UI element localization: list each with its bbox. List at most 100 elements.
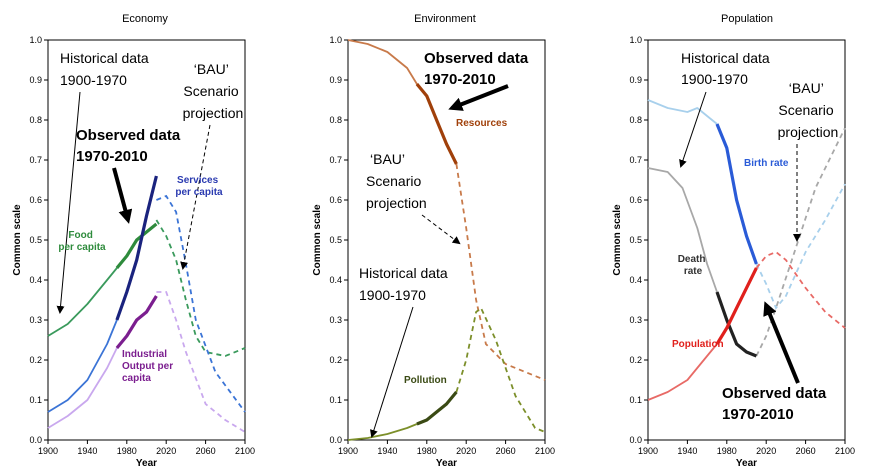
bau-label-economy: ‘BAU’ Scenario projection xyxy=(183,61,244,121)
y-tick-label: 0.2 xyxy=(329,355,342,365)
population-label: Population xyxy=(672,339,724,350)
population-historical-line xyxy=(647,343,718,401)
services-label: Services per capita xyxy=(175,175,223,198)
y-tick-label: 0.0 xyxy=(629,435,642,445)
observed-arrow-economy xyxy=(112,167,133,224)
x-axis-label: Year xyxy=(436,458,457,469)
y-tick-label: 0.6 xyxy=(29,195,42,205)
bau-arrow-environment xyxy=(421,214,461,245)
birth-rate-label: Birth rate xyxy=(744,158,789,169)
x-tick-label: 1980 xyxy=(417,446,437,456)
y-tick-label: 0.5 xyxy=(29,235,42,245)
x-tick-label: 2060 xyxy=(196,446,216,456)
y-tick-label: 0.2 xyxy=(629,355,642,365)
services-per-capita-historical-line xyxy=(47,319,118,413)
death-rate-observed-line xyxy=(715,291,757,358)
birth-rate-projection-line xyxy=(755,183,846,310)
series-layer-population xyxy=(647,99,846,401)
y-tick-label: 1.0 xyxy=(329,35,342,45)
birth-rate-observed-line xyxy=(715,123,758,265)
y-tick-label: 0.8 xyxy=(329,115,342,125)
y-tick-label: 0.7 xyxy=(29,155,42,165)
x-tick-label: 1900 xyxy=(638,446,658,456)
resources-observed-line xyxy=(415,82,458,165)
food-per-capita-historical-line xyxy=(47,267,118,337)
panel-economy: Economy 1900 1940 1980 2020 2060 2100 0.0 0.1 0.… xyxy=(12,13,255,469)
historical-label-economy: Historical data 1900-1970 xyxy=(60,50,153,88)
observed-arrow-environment xyxy=(448,84,509,111)
food-per-capita-projection-line xyxy=(155,219,246,357)
x-tick-label: 2100 xyxy=(235,446,255,456)
x-tick-label: 2060 xyxy=(796,446,816,456)
x-tick-label: 1940 xyxy=(677,446,697,456)
death-rate-label: Death rate xyxy=(678,254,709,277)
services-per-capita-observed-line xyxy=(115,175,158,321)
industrial-output-per-capita-observed-line xyxy=(115,295,158,350)
y-tick-label: 0.8 xyxy=(29,115,42,125)
x-tick-label: 2020 xyxy=(756,446,776,456)
bau-label-environment: ‘BAU’ Scenario projection xyxy=(366,151,427,211)
x-tick-label: 1900 xyxy=(338,446,358,456)
y-tick-label: 0.8 xyxy=(629,115,642,125)
food-label: Food per capita xyxy=(58,230,106,253)
historical-arrow-population xyxy=(679,91,707,168)
y-tick-label: 0.4 xyxy=(29,275,42,285)
x-tick-label: 1940 xyxy=(77,446,97,456)
panel-title-population: Population xyxy=(721,13,773,25)
historical-arrow-economy xyxy=(56,91,81,314)
pollution-observed-line xyxy=(416,390,458,426)
y-tick-label: 0.3 xyxy=(629,315,642,325)
x-axis-label: Year xyxy=(136,458,157,469)
y-tick-label: 0.7 xyxy=(629,155,642,165)
series-layer-economy xyxy=(47,175,246,433)
x-tick-label: 1940 xyxy=(377,446,397,456)
historical-label-population: Historical data 1900-1970 xyxy=(681,50,774,87)
x-tick-label: 1980 xyxy=(117,446,137,456)
pollution-projection-line xyxy=(455,306,546,433)
y-tick-label: 0.6 xyxy=(629,195,642,205)
historical-arrow-environment xyxy=(370,306,414,438)
series-layer-environment xyxy=(347,39,546,441)
y-tick-label: 0.3 xyxy=(329,315,342,325)
y-tick-label: 0.5 xyxy=(329,235,342,245)
y-tick-label: 0.5 xyxy=(629,235,642,245)
y-tick-label: 0.9 xyxy=(29,75,42,85)
y-tick-label: 0.4 xyxy=(329,275,342,285)
industrial-label: Industrial Output per capita xyxy=(122,349,176,384)
population-observed-line xyxy=(715,267,758,345)
resources-historical-line xyxy=(347,39,418,85)
bau-arrow-economy xyxy=(180,124,211,270)
panel-environment: Environment 1900 1940 1980 2020 2060 2100 0.0 0… xyxy=(312,13,555,469)
y-axis-label: Common scale xyxy=(612,204,623,276)
y-axis-label: Common scale xyxy=(12,204,23,276)
x-tick-label: 2060 xyxy=(496,446,516,456)
y-tick-label: 0.0 xyxy=(329,435,342,445)
death-rate-historical-line xyxy=(647,167,718,293)
y-tick-label: 0.3 xyxy=(29,315,42,325)
pollution-label: Pollution xyxy=(404,375,447,386)
resources-projection-line xyxy=(455,163,546,381)
y-axis-label: Common scale xyxy=(312,204,323,276)
resources-label: Resources xyxy=(456,118,508,129)
bau-label-population: ‘BAU’ Scenario projection xyxy=(778,80,839,140)
x-tick-label: 2020 xyxy=(456,446,476,456)
panel-title-environment: Environment xyxy=(414,13,476,25)
x-tick-label: 2100 xyxy=(835,446,855,456)
x-tick-label: 1980 xyxy=(717,446,737,456)
pollution-historical-line xyxy=(347,423,418,441)
y-tick-label: 0.1 xyxy=(329,395,342,405)
y-tick-label: 0.6 xyxy=(329,195,342,205)
population-projection-line xyxy=(755,250,846,329)
panel-population: Population 1900 1940 1980 2020 2060 2100 0.0 0.… xyxy=(612,13,855,469)
observed-label-environment: Observed data 1970-2010 xyxy=(424,50,532,88)
axis-economy: 1900 1940 1980 2020 2060 2100 0.0 0.1 0.2 0.3 0.4 0… xyxy=(12,35,255,469)
y-tick-label: 0.4 xyxy=(629,275,642,285)
x-axis-label: Year xyxy=(736,458,757,469)
x-tick-label: 2020 xyxy=(156,446,176,456)
y-tick-label: 0.9 xyxy=(629,75,642,85)
food-per-capita-observed-line xyxy=(115,222,158,270)
panel-title-economy: Economy xyxy=(122,13,168,25)
y-tick-label: 0.7 xyxy=(329,155,342,165)
x-tick-label: 1900 xyxy=(38,446,58,456)
